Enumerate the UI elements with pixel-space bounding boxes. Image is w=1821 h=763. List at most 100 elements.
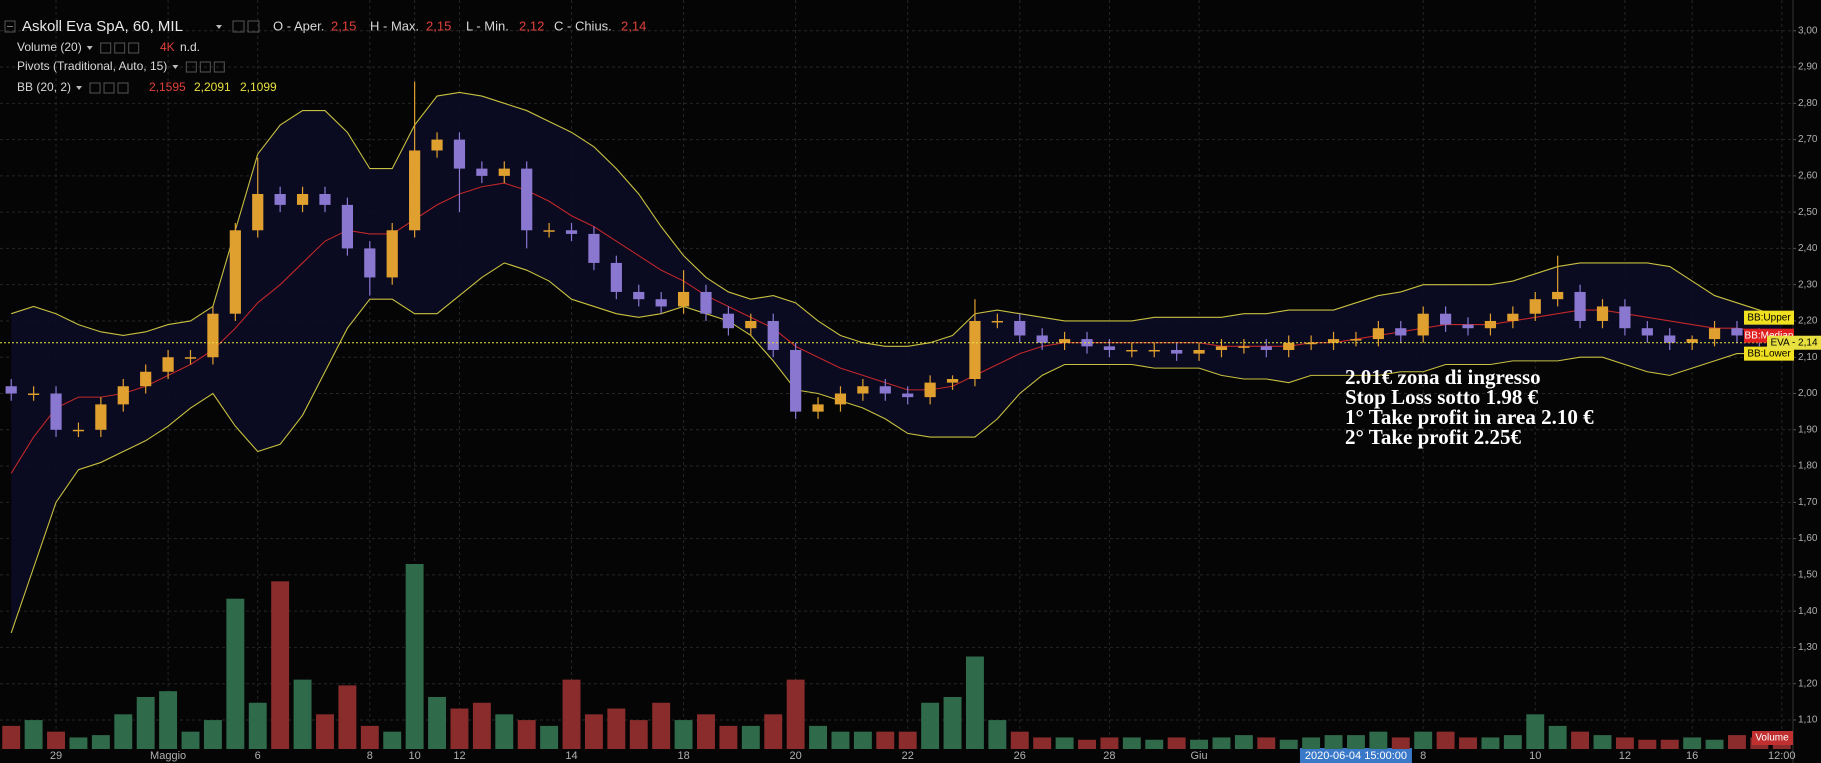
volume-bar <box>1414 731 1433 749</box>
candle-body <box>1283 342 1295 350</box>
collapse-icon[interactable] <box>4 20 16 33</box>
dropdown-caret[interactable] <box>76 86 83 90</box>
volume-bar <box>1571 731 1590 749</box>
candle-body <box>1507 313 1519 321</box>
candle-body <box>1708 328 1721 340</box>
candle-body <box>1731 328 1743 336</box>
y-tick-label: 1,10 <box>1798 715 1818 726</box>
candle-body <box>610 262 622 292</box>
volume-bar <box>248 702 267 749</box>
dropdown-caret[interactable] <box>172 65 179 69</box>
y-tick-label: 3,00 <box>1798 25 1818 36</box>
candle-body <box>140 371 152 387</box>
volume-bar <box>1145 739 1164 749</box>
candle-body <box>521 168 533 231</box>
candle-body <box>902 393 914 398</box>
volume-label-bg <box>1752 731 1793 745</box>
volume-bar <box>181 731 200 749</box>
volume-bar <box>2 725 21 749</box>
candle-body <box>341 204 353 249</box>
candle-body <box>1596 306 1609 321</box>
volume-bar <box>360 725 379 749</box>
volume-bar <box>674 720 693 749</box>
volume-bar <box>1257 737 1276 749</box>
candle-body <box>1036 335 1048 343</box>
candle-body <box>1664 335 1676 343</box>
candle-body <box>1126 349 1138 352</box>
volume-bar <box>226 598 245 749</box>
candle-body <box>543 230 555 232</box>
indicator-icon[interactable] <box>89 82 101 94</box>
volume-bar <box>1391 737 1410 749</box>
y-tick-label: 1,90 <box>1798 424 1818 435</box>
volume-bar <box>1010 731 1029 749</box>
volume-bar <box>607 708 626 749</box>
candle-body <box>184 357 197 359</box>
annotation-line: 2° Take profit 2.25€ <box>1345 425 1522 449</box>
volume-bar <box>1100 737 1119 749</box>
price-label: EVA - 2,14 <box>1770 337 1818 348</box>
candle-body <box>1171 349 1183 354</box>
volume-bar <box>629 720 648 749</box>
candle-body <box>1327 339 1340 343</box>
candle-body <box>991 320 1003 323</box>
volume-bar <box>428 696 447 749</box>
indicator-icon[interactable] <box>114 42 126 54</box>
volume-bar <box>203 720 222 749</box>
volume-bar <box>719 725 738 749</box>
volume-bar <box>1078 739 1096 749</box>
candle-body <box>1552 291 1564 300</box>
candle-body <box>969 320 981 379</box>
candle-body <box>1619 306 1631 329</box>
volume-bar <box>1167 737 1186 749</box>
x-tick-label: 14 <box>565 750 577 762</box>
volume-bar <box>921 702 940 749</box>
indicator-icon[interactable] <box>128 42 140 54</box>
candle-body <box>476 168 488 176</box>
volume-bar <box>965 656 984 749</box>
indicator-icon[interactable] <box>100 42 112 54</box>
candle-body <box>1440 313 1452 325</box>
y-tick-label: 2,70 <box>1798 134 1818 145</box>
ohlc-value: 2,15 <box>426 18 451 33</box>
volume-bar <box>652 702 671 749</box>
indicator-icon[interactable] <box>185 61 197 73</box>
volume-bar <box>495 714 514 749</box>
ohlc-label: O - Aper. <box>273 18 324 33</box>
indicator-icon[interactable] <box>117 82 129 94</box>
candle-body <box>364 248 376 278</box>
volume-bar <box>1683 737 1702 749</box>
volume-bar <box>1615 737 1634 749</box>
indicator-icon[interactable] <box>213 61 225 73</box>
candle-body <box>95 404 107 430</box>
candle-body <box>767 320 779 350</box>
volume-bar <box>741 725 760 749</box>
candle-body <box>633 291 645 300</box>
ohlc-label: H - Max. <box>370 18 419 33</box>
candle-body <box>296 194 309 205</box>
ohlc-label: C - Chius. <box>554 18 612 33</box>
y-tick-label: 2,40 <box>1798 243 1818 254</box>
candle-body <box>700 291 712 314</box>
indicator-icon[interactable] <box>199 61 211 73</box>
dropdown-caret[interactable] <box>86 46 93 50</box>
candle-body <box>1148 349 1160 352</box>
dropdown-caret[interactable] <box>216 25 222 29</box>
volume-bar <box>1122 737 1141 749</box>
candle-body <box>431 139 443 151</box>
candle-body <box>745 320 757 329</box>
settings-icon[interactable] <box>247 20 260 33</box>
y-tick-label: 2,80 <box>1798 98 1818 109</box>
candle-body <box>28 393 40 396</box>
indicator-name: Volume (20) <box>17 40 82 54</box>
settings-icon[interactable] <box>232 20 245 33</box>
indicator-icon[interactable] <box>103 82 115 94</box>
x-tick-label: 6 <box>255 750 261 762</box>
y-tick-label: 1,60 <box>1798 533 1818 544</box>
y-tick-label: 1,80 <box>1798 461 1818 472</box>
volume-bar <box>517 720 536 749</box>
candle-body <box>1529 299 1541 314</box>
